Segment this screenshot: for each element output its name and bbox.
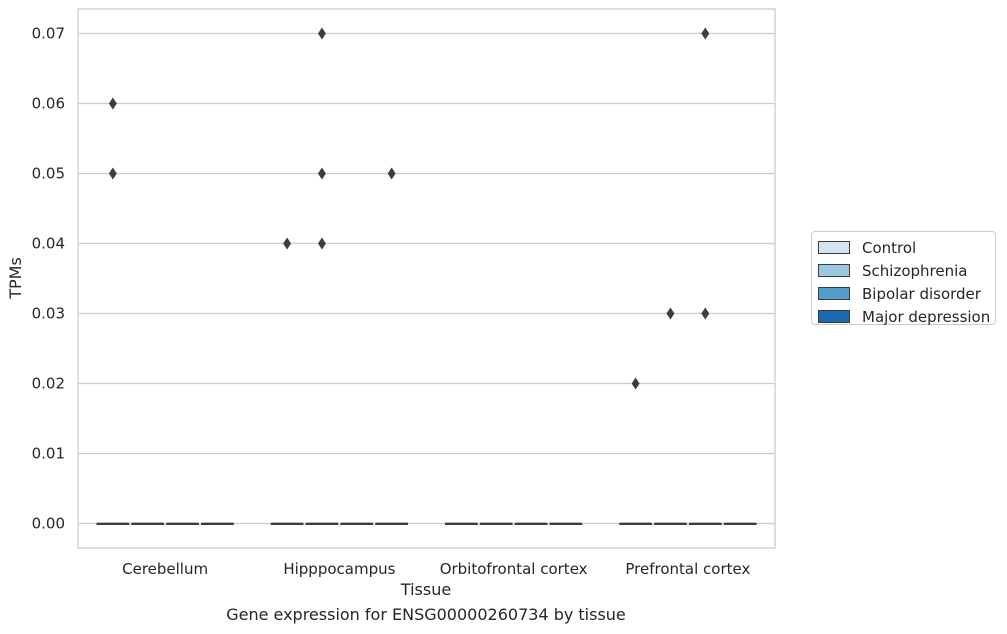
outlier-point bbox=[631, 377, 640, 390]
y-tick-label: 0.06 bbox=[32, 95, 65, 113]
outlier-point bbox=[666, 307, 675, 320]
outlier-point bbox=[387, 167, 396, 180]
legend-item: Schizophrenia bbox=[818, 259, 995, 282]
outlier-point bbox=[108, 97, 117, 110]
x-tick-label: Hipppocampus bbox=[283, 560, 395, 578]
y-tick-label: 0.00 bbox=[32, 515, 65, 533]
legend-swatch bbox=[818, 241, 850, 254]
y-axis-label: TPMs bbox=[6, 257, 25, 300]
legend-item: Control bbox=[818, 236, 995, 259]
y-tick-label: 0.07 bbox=[32, 25, 65, 43]
y-tick-label: 0.01 bbox=[32, 445, 65, 463]
legend-swatch bbox=[818, 310, 850, 323]
legend-item: Bipolar disorder bbox=[818, 282, 995, 305]
legend-swatch bbox=[818, 264, 850, 277]
legend-label: Control bbox=[862, 238, 917, 257]
x-tick-label: Cerebellum bbox=[122, 560, 208, 578]
legend-label: Schizophrenia bbox=[862, 261, 968, 280]
y-tick-label: 0.05 bbox=[32, 165, 65, 183]
outlier-point bbox=[317, 167, 326, 180]
y-tick-labels: 0.00 0.01 0.02 0.03 0.04 0.05 0.06 0.07 bbox=[32, 25, 65, 533]
outlier-point bbox=[701, 307, 710, 320]
y-tick-label: 0.04 bbox=[32, 235, 65, 253]
y-tick-label: 0.02 bbox=[32, 375, 65, 393]
legend: Control Schizophrenia Bipolar disorder Majo… bbox=[811, 231, 996, 328]
x-tick-label: Orbitofrontal cortex bbox=[440, 560, 588, 578]
y-tick-label: 0.03 bbox=[32, 305, 65, 323]
outlier-point bbox=[317, 237, 326, 250]
chart-title: Gene expression for ENSG00000260734 by t… bbox=[226, 605, 626, 624]
box-marks bbox=[96, 522, 757, 526]
legend-swatch bbox=[818, 287, 850, 300]
grid-lines bbox=[78, 32, 775, 525]
x-tick-label: Prefrontal cortex bbox=[625, 560, 750, 578]
outlier-point bbox=[108, 167, 117, 180]
legend-label: Bipolar disorder bbox=[862, 284, 981, 303]
outlier-markers bbox=[108, 27, 710, 390]
x-tick-labels: Cerebellum Hipppocampus Orbitofrontal cort… bbox=[122, 560, 750, 578]
x-axis-label: Tissue bbox=[400, 580, 451, 599]
outlier-point bbox=[283, 237, 292, 250]
outlier-point bbox=[317, 27, 326, 40]
legend-item: Major depression bbox=[818, 305, 995, 328]
outlier-point bbox=[701, 27, 710, 40]
legend-label: Major depression bbox=[862, 307, 991, 326]
plot-frame bbox=[77, 8, 776, 549]
